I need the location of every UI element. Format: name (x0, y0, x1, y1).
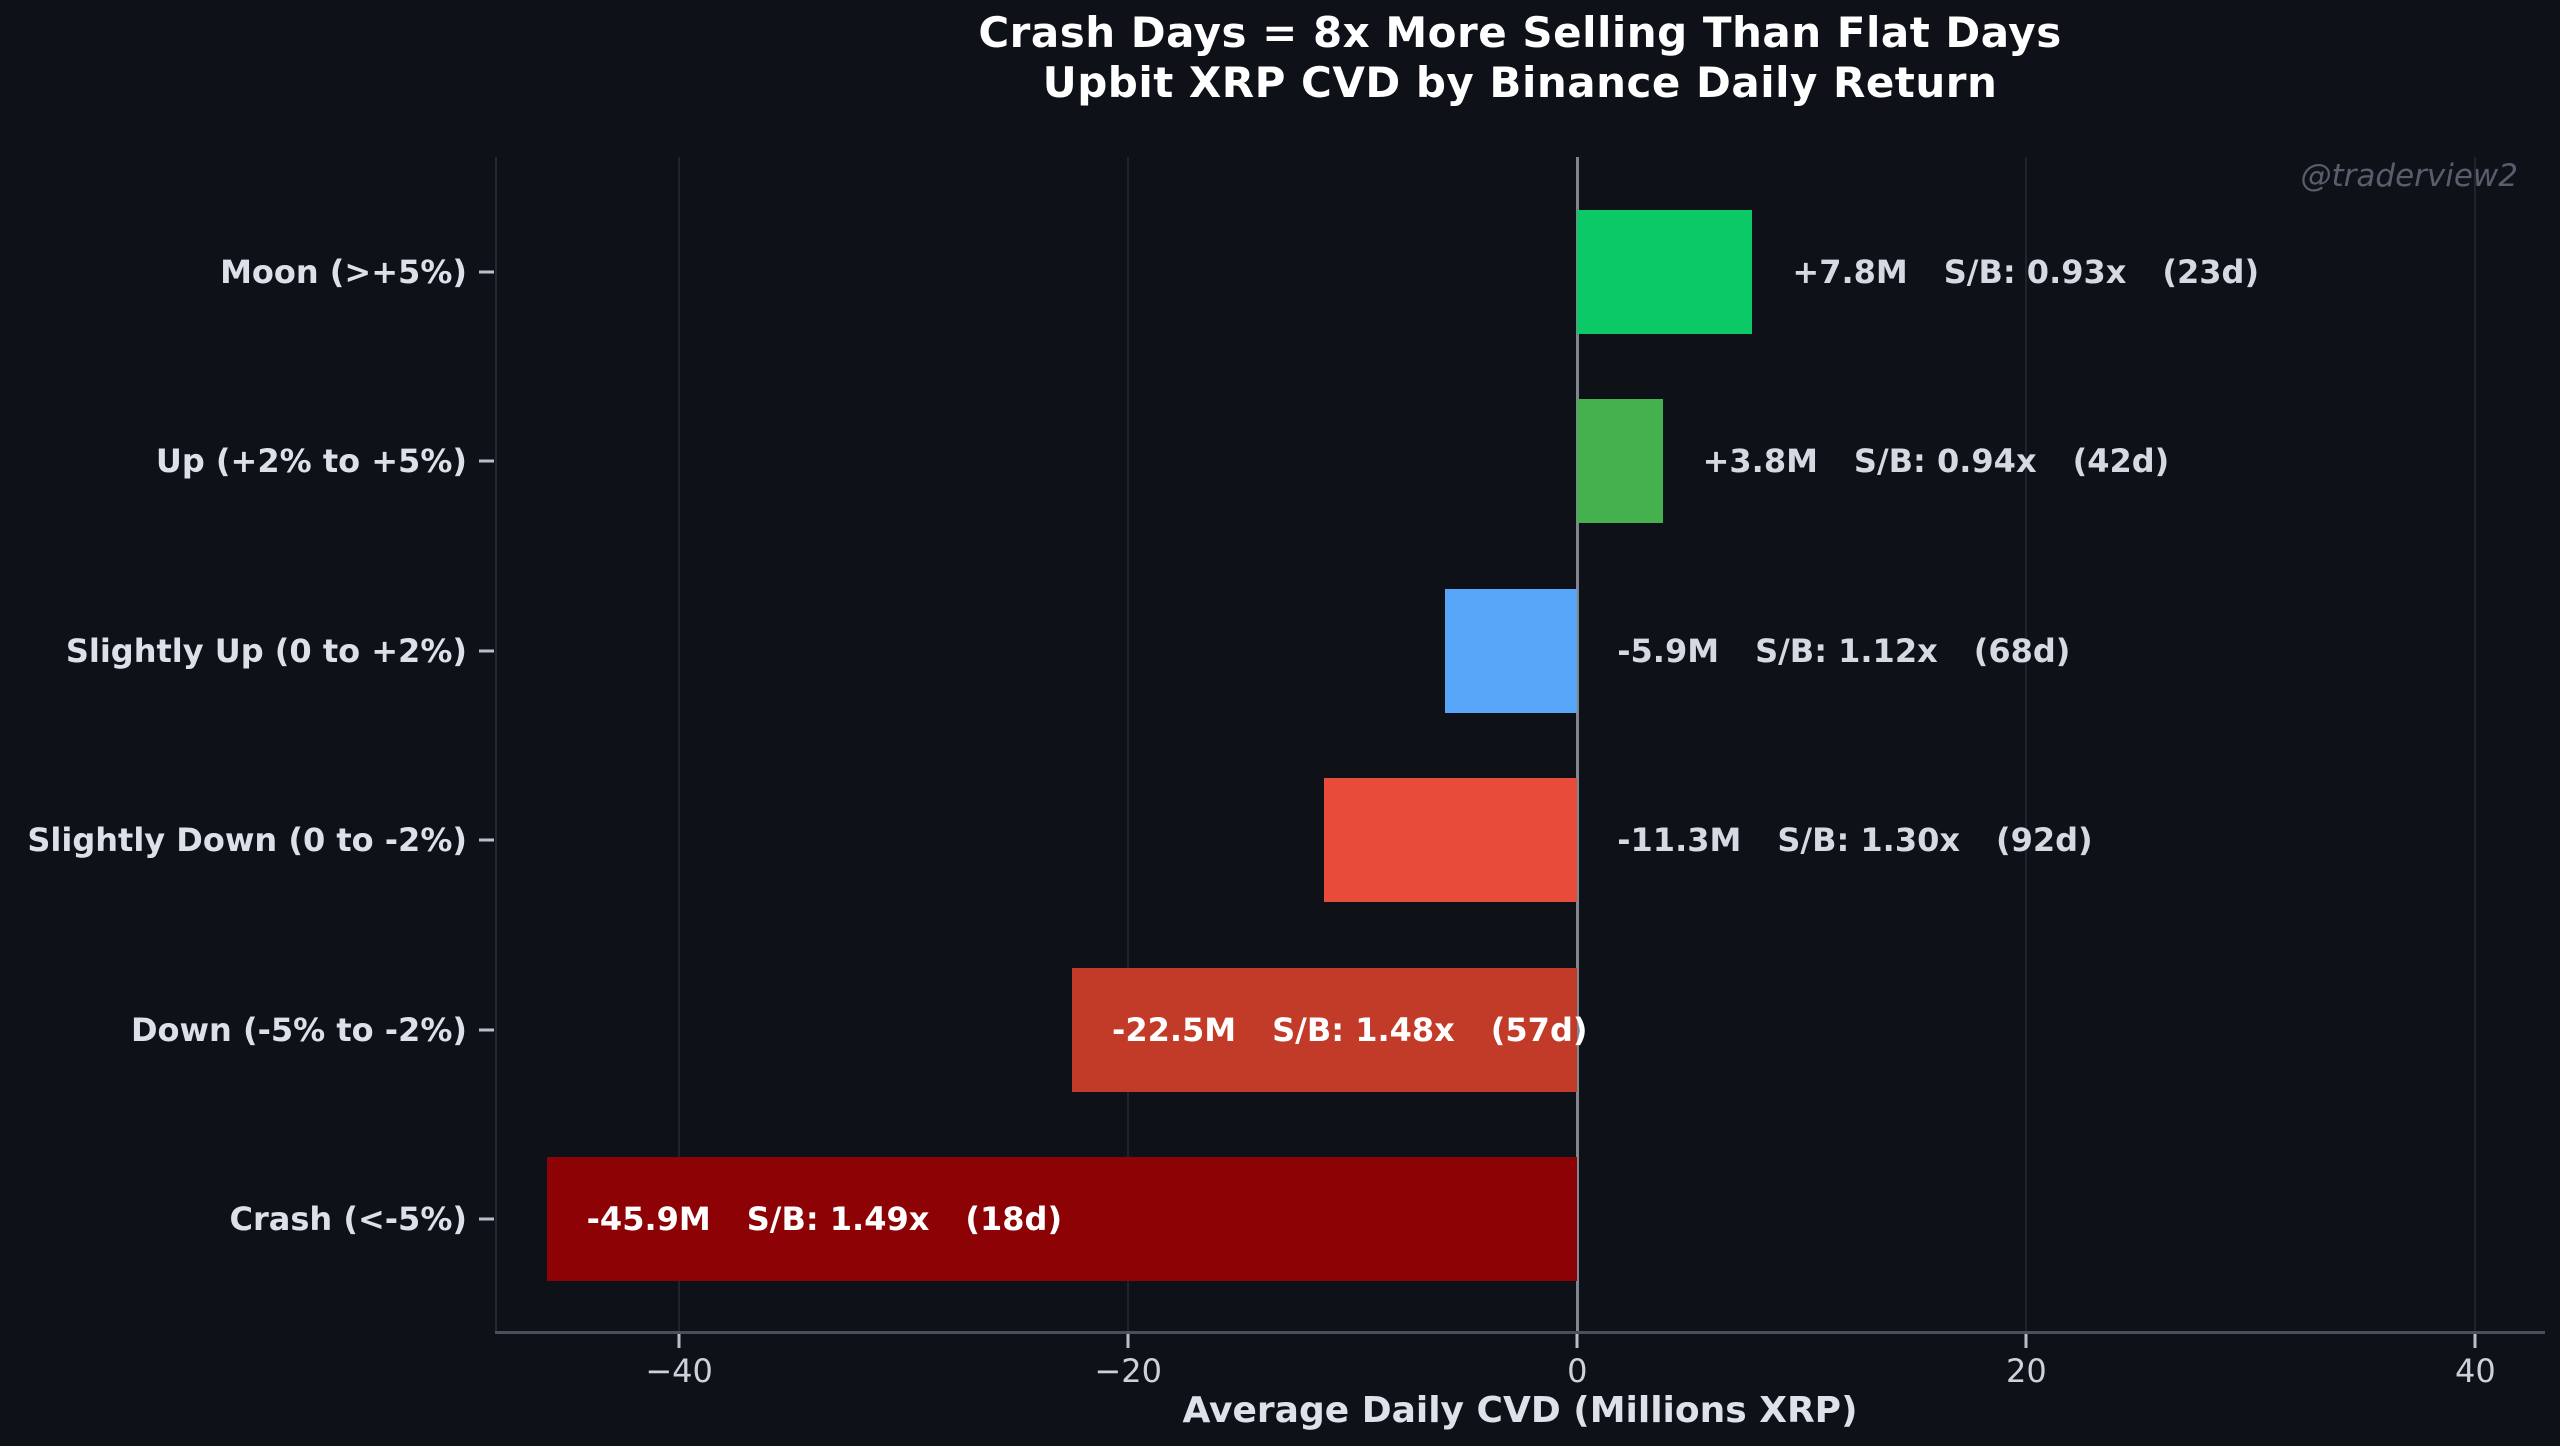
x-tick-label: −20 (1094, 1352, 1162, 1390)
x-tick-mark (677, 1334, 681, 1348)
bar-moon-5 (1577, 210, 1753, 334)
x-axis-spine (495, 1331, 2545, 1334)
bar-slightly-up-0-to-2 (1444, 588, 1578, 713)
sell-buy-ratio: S/B: 1.49x (746, 1200, 930, 1238)
x-tick-mark (2473, 1334, 2477, 1348)
y-tick-mark (479, 649, 494, 653)
value-label: -11.3M (1617, 821, 1742, 860)
day-count: (23d) (2162, 253, 2260, 291)
plot-area: +7.8M S/B: 0.93x (23d) +3.8M S/B: 0.94x (42d)… (495, 157, 2545, 1332)
sell-buy-ratio: S/B: 1.12x (1755, 631, 1938, 670)
bar-down-5-to-2 (1072, 967, 1578, 1092)
x-tick-label: −40 (645, 1352, 713, 1390)
day-count: (57d) (1490, 1010, 1588, 1049)
chart-title-line1: Crash Days = 8x More Selling Than Flat D… (978, 8, 2062, 57)
x-tick-label: 40 (2455, 1352, 2496, 1390)
annotation-down-5-to-2: -22.5M S/B: 1.48x (57d) (1112, 1011, 1587, 1049)
chart-title: Crash Days = 8x More Selling Than Flat D… (495, 8, 2545, 108)
value-label: +7.8M (1792, 253, 1908, 291)
day-count: (18d) (965, 1200, 1063, 1238)
y-axis-spine (495, 157, 497, 1332)
gridline-x-40 (2474, 157, 2477, 1332)
zero-line (1575, 157, 1579, 1332)
watermark: @traderview2 (2300, 158, 2519, 194)
x-tick-label: 20 (2005, 1352, 2047, 1390)
x-tick-mark (2024, 1334, 2028, 1348)
y-tick-label-moon-5: Moon (>+5%) (220, 253, 467, 291)
gridline-x--40 (678, 157, 681, 1332)
y-tick-mark (479, 1217, 494, 1221)
y-tick-label-slightly-down-0-to-2: Slightly Down (0 to -2%) (27, 821, 467, 860)
gridline-x-20 (2025, 157, 2028, 1332)
annotation-slightly-down-0-to-2: -11.3M S/B: 1.30x (92d) (1617, 821, 2092, 859)
day-count: (92d) (1995, 821, 2093, 860)
bar-slightly-down-0-to-2 (1323, 778, 1578, 903)
gridline-x--20 (1127, 157, 1130, 1332)
y-tick-label-down-5-to-2: Down (-5% to -2%) (130, 1010, 467, 1049)
bar-crash-5 (546, 1157, 1578, 1281)
annotation-slightly-up-0-to-2: -5.9M S/B: 1.12x (68d) (1617, 632, 2070, 670)
y-tick-mark (479, 459, 494, 463)
annotation-up-2-to-5: +3.8M S/B: 0.94x (42d) (1703, 442, 2170, 480)
x-tick-mark (1126, 1334, 1130, 1348)
value-label: +3.8M (1702, 442, 1818, 481)
y-tick-label-slightly-up-0-to-2: Slightly Up (0 to +2%) (65, 631, 467, 670)
annotation-moon-5: +7.8M S/B: 0.93x (23d) (1792, 253, 2259, 291)
day-count: (68d) (1973, 631, 2071, 670)
value-label: -22.5M (1112, 1010, 1237, 1049)
sell-buy-ratio: S/B: 1.48x (1272, 1010, 1455, 1049)
annotation-crash-5: -45.9M S/B: 1.49x (18d) (587, 1200, 1062, 1238)
sell-buy-ratio: S/B: 0.94x (1853, 442, 2037, 481)
sell-buy-ratio: S/B: 1.30x (1777, 821, 1960, 860)
x-axis-label: Average Daily CVD (Millions XRP) (1182, 1390, 1858, 1431)
x-tick-mark (1575, 1334, 1579, 1348)
y-tick-mark (479, 1028, 494, 1032)
chart-title-line2: Upbit XRP CVD by Binance Daily Return (1042, 58, 1998, 107)
y-tick-label-up-2-to-5: Up (+2% to +5%) (155, 442, 467, 481)
value-label: -5.9M (1617, 631, 1720, 670)
sell-buy-ratio: S/B: 0.93x (1943, 253, 2127, 291)
y-tick-mark (479, 270, 494, 274)
bar-up-2-to-5 (1577, 399, 1663, 524)
day-count: (42d) (2072, 442, 2170, 481)
x-tick-label: 0 (1567, 1352, 1588, 1390)
y-tick-label-crash-5: Crash (<-5%) (229, 1200, 468, 1238)
y-tick-mark (479, 838, 494, 842)
value-label: -45.9M (586, 1200, 711, 1238)
